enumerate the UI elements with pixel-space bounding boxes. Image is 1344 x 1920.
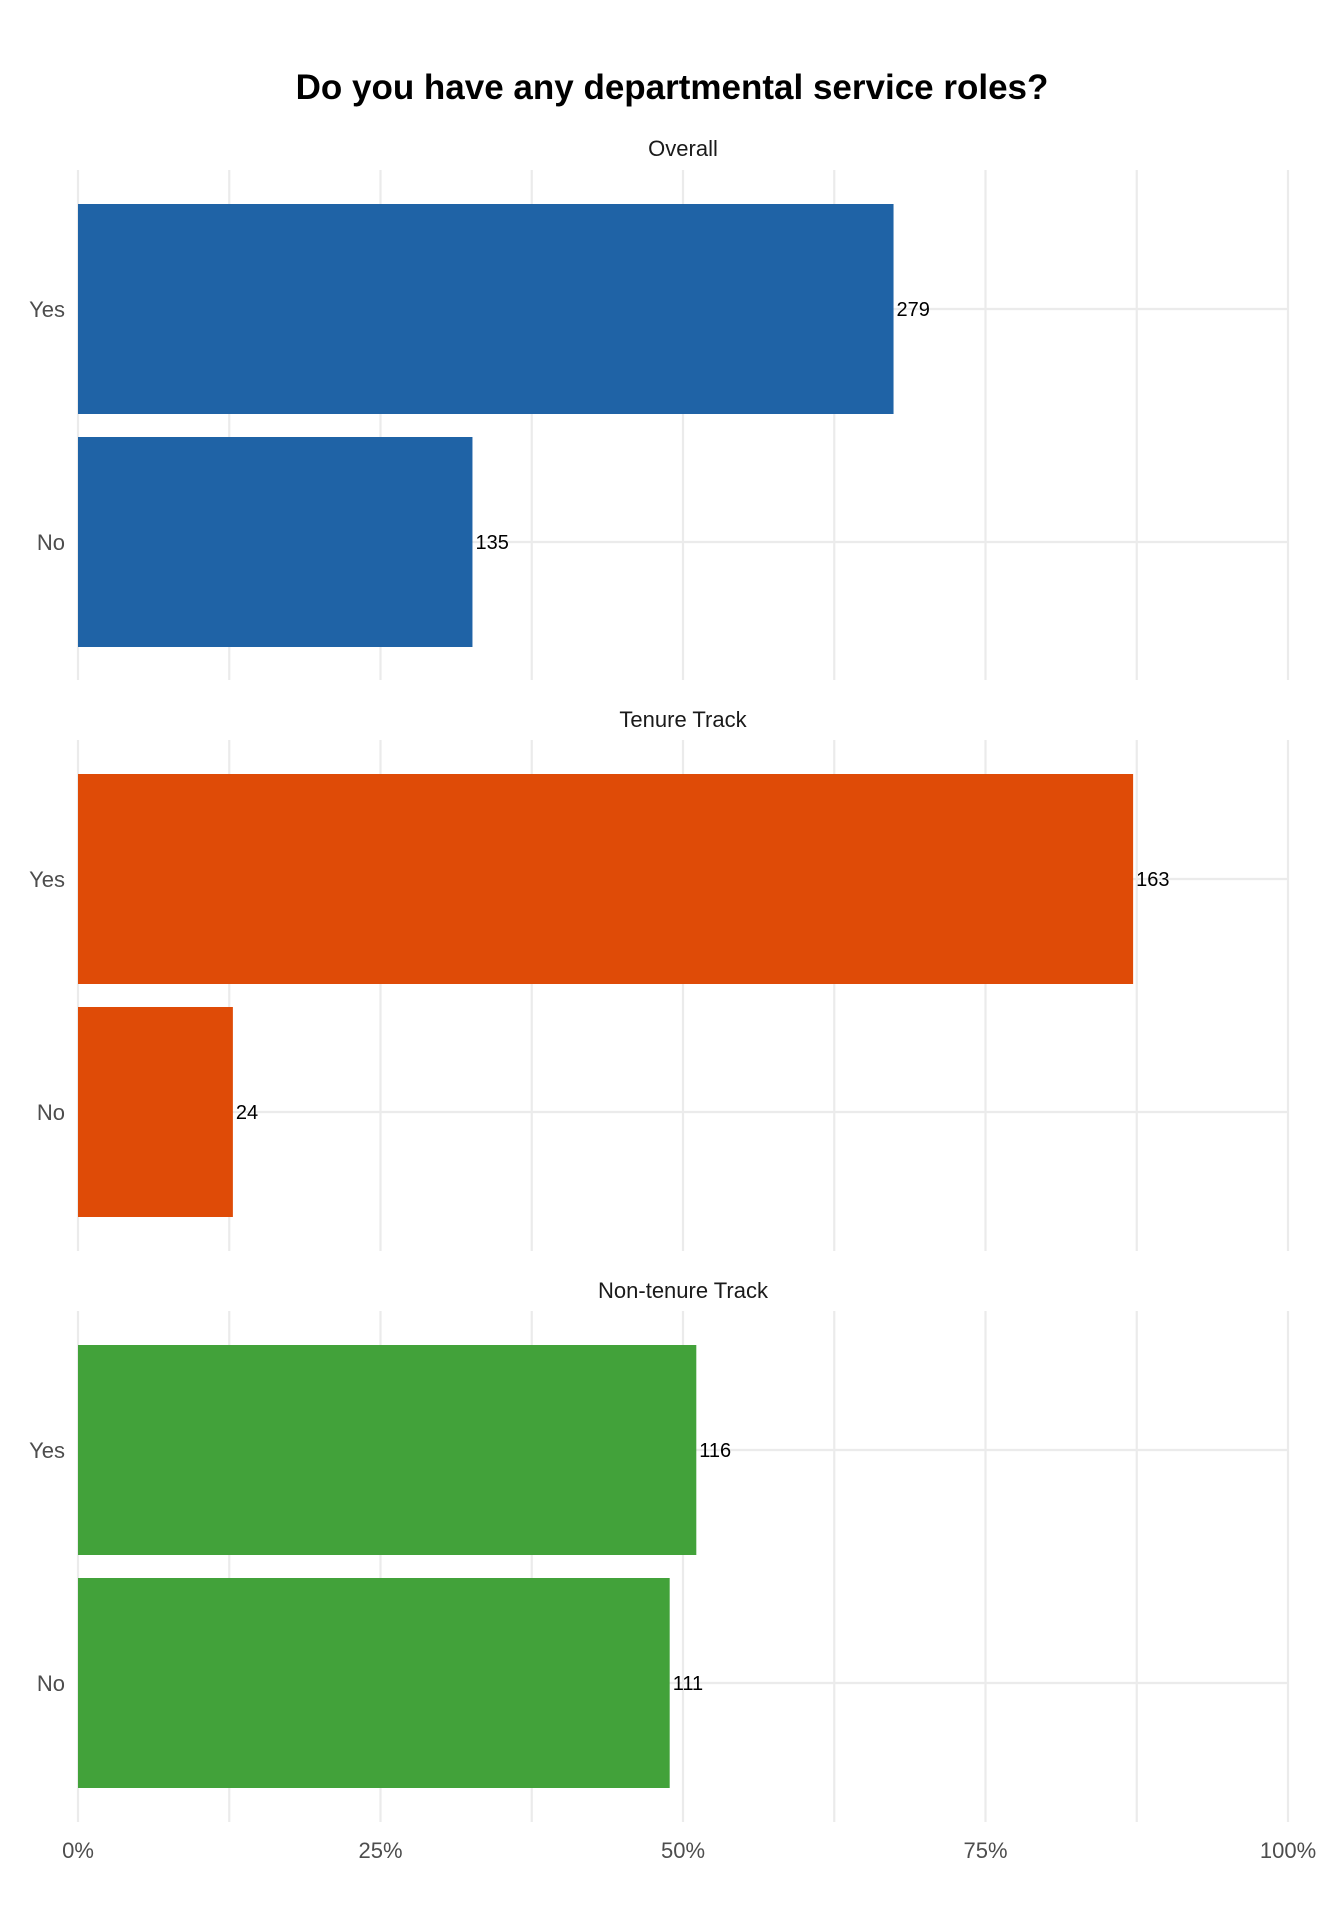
x-tick-label: 100%	[1260, 1838, 1316, 1863]
bar-value-label: 163	[1136, 869, 1169, 891]
x-tick-label: 0%	[62, 1838, 94, 1863]
category-label: Yes	[29, 297, 65, 322]
bar	[78, 1345, 697, 1555]
x-tick-label: 50%	[661, 1838, 705, 1863]
bar-value-label: 116	[699, 1440, 731, 1462]
chart-title: Do you have any departmental service rol…	[295, 68, 1049, 107]
facet-title: Overall	[648, 136, 718, 161]
bar	[78, 1007, 233, 1217]
category-label: No	[37, 1671, 65, 1696]
x-tick-label: 25%	[358, 1838, 402, 1863]
bar	[78, 1578, 670, 1788]
bar-value-label: 24	[236, 1102, 258, 1124]
facet-title: Tenure Track	[619, 707, 747, 732]
facet-panel: Overall 279 Yes 135 No	[29, 136, 1290, 680]
bar-value-label: 111	[673, 1673, 703, 1695]
bar	[78, 774, 1134, 984]
bar-value-label: 135	[475, 532, 508, 554]
category-label: No	[37, 530, 65, 555]
category-label: Yes	[29, 1438, 65, 1463]
x-tick-label: 75%	[963, 1838, 1007, 1863]
bar-value-label: 279	[897, 299, 930, 321]
bar	[78, 204, 894, 414]
facet-title: Non-tenure Track	[598, 1278, 769, 1303]
category-label: No	[37, 1100, 65, 1125]
category-label: Yes	[29, 867, 65, 892]
facet-panel: Non-tenure Track 116 Yes 111 No	[29, 1278, 1290, 1822]
facet-panel: Tenure Track 163 Yes 24 No	[29, 707, 1290, 1251]
bar	[78, 437, 473, 647]
